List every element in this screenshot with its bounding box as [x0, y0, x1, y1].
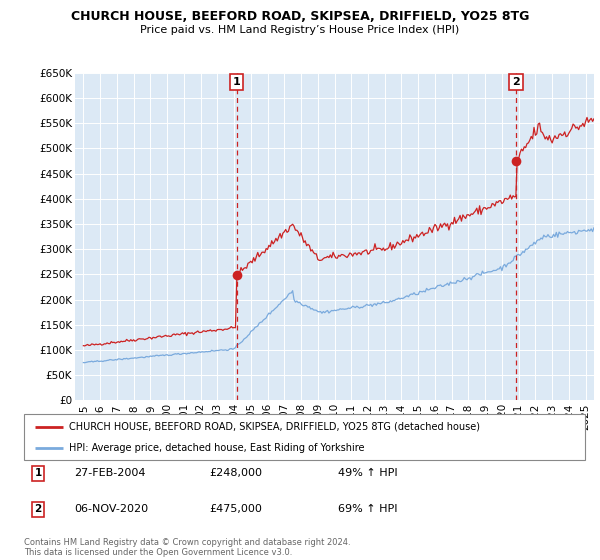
- Text: 69% ↑ HPI: 69% ↑ HPI: [338, 505, 398, 515]
- Text: £475,000: £475,000: [209, 505, 262, 515]
- Text: 27-FEB-2004: 27-FEB-2004: [74, 468, 146, 478]
- Text: HPI: Average price, detached house, East Riding of Yorkshire: HPI: Average price, detached house, East…: [69, 443, 364, 453]
- Text: 1: 1: [34, 468, 41, 478]
- Text: 49% ↑ HPI: 49% ↑ HPI: [338, 468, 398, 478]
- Text: CHURCH HOUSE, BEEFORD ROAD, SKIPSEA, DRIFFIELD, YO25 8TG: CHURCH HOUSE, BEEFORD ROAD, SKIPSEA, DRI…: [71, 10, 529, 22]
- Text: 2: 2: [34, 505, 41, 515]
- Text: Price paid vs. HM Land Registry’s House Price Index (HPI): Price paid vs. HM Land Registry’s House …: [140, 25, 460, 35]
- Text: 2: 2: [512, 77, 520, 87]
- Text: 1: 1: [233, 77, 241, 87]
- Text: 06-NOV-2020: 06-NOV-2020: [74, 505, 149, 515]
- Text: Contains HM Land Registry data © Crown copyright and database right 2024.
This d: Contains HM Land Registry data © Crown c…: [24, 538, 350, 557]
- Text: CHURCH HOUSE, BEEFORD ROAD, SKIPSEA, DRIFFIELD, YO25 8TG (detached house): CHURCH HOUSE, BEEFORD ROAD, SKIPSEA, DRI…: [69, 422, 480, 432]
- Text: £248,000: £248,000: [209, 468, 262, 478]
